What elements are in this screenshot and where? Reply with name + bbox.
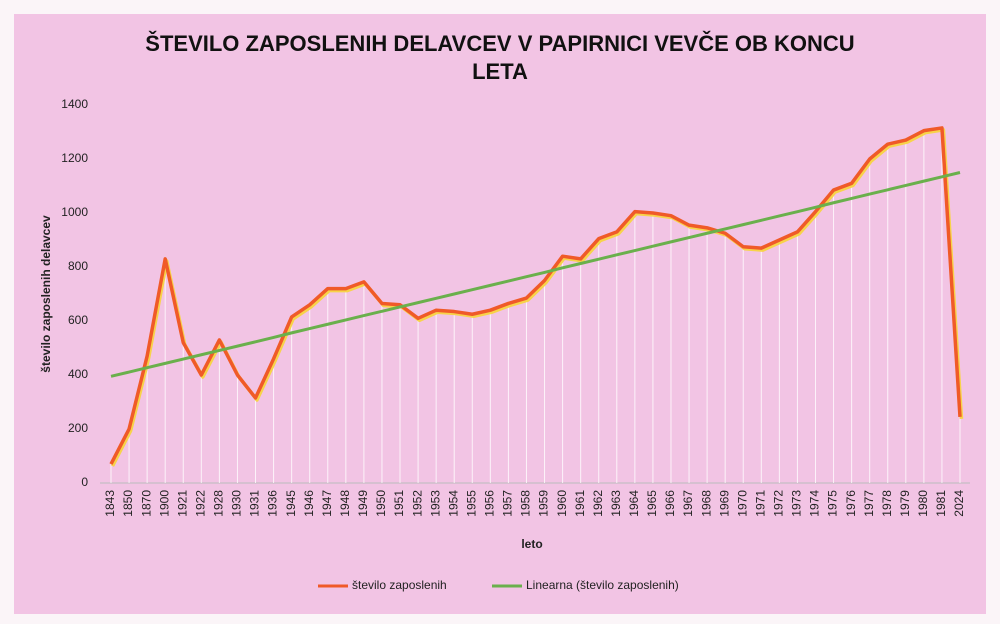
x-tick-label: 1936 bbox=[266, 490, 280, 517]
x-tick-label: 1850 bbox=[121, 490, 135, 517]
chart-area bbox=[14, 14, 986, 614]
y-tick-label: 600 bbox=[68, 313, 88, 327]
x-tick-label: 1960 bbox=[555, 490, 569, 517]
x-tick-label: 1931 bbox=[248, 490, 262, 517]
x-tick-label: 1954 bbox=[446, 490, 460, 517]
x-tick-label: 1843 bbox=[103, 490, 117, 517]
x-tick-label: 1956 bbox=[483, 490, 497, 517]
x-tick-label: 1963 bbox=[609, 490, 623, 517]
y-tick-label: 200 bbox=[68, 421, 88, 435]
x-tick-label: 1957 bbox=[501, 490, 515, 517]
x-tick-label: 1949 bbox=[356, 490, 370, 517]
x-tick-label: 1959 bbox=[537, 490, 551, 517]
x-tick-label: 1964 bbox=[627, 490, 641, 517]
x-tick-label: 1961 bbox=[573, 490, 587, 517]
x-tick-label: 1962 bbox=[591, 490, 605, 517]
legend-label: število zaposlenih bbox=[352, 578, 447, 592]
x-tick-label: 1870 bbox=[139, 490, 153, 517]
x-tick-label: 1953 bbox=[428, 490, 442, 517]
x-tick-label: 1974 bbox=[808, 490, 822, 517]
x-tick-label: 1967 bbox=[681, 490, 695, 517]
x-tick-label: 1951 bbox=[392, 490, 406, 517]
y-tick-label: 800 bbox=[68, 259, 88, 273]
x-tick-label: 1976 bbox=[844, 490, 858, 517]
x-tick-label: 1945 bbox=[284, 490, 298, 517]
x-tick-label: 1921 bbox=[175, 490, 189, 517]
x-tick-label: 1979 bbox=[898, 490, 912, 517]
y-tick-label: 1400 bbox=[61, 97, 88, 111]
x-tick-label: 1958 bbox=[519, 490, 533, 517]
x-tick-label: 2024 bbox=[952, 490, 966, 517]
series-line bbox=[110, 171, 961, 378]
x-tick-label: 1948 bbox=[338, 490, 352, 517]
x-tick-label: 1930 bbox=[230, 490, 244, 517]
x-tick-label: 1965 bbox=[645, 490, 659, 517]
x-tick-label: 1971 bbox=[753, 490, 767, 517]
x-tick-label: 1946 bbox=[302, 490, 316, 517]
x-tick-label: 1970 bbox=[735, 490, 749, 517]
x-tick-label: 1980 bbox=[916, 490, 930, 517]
y-tick-label: 0 bbox=[81, 475, 88, 489]
x-tick-label: 1968 bbox=[699, 490, 713, 517]
chart-title: ŠTEVILO ZAPOSLENIH DELAVCEV V PAPIRNICI … bbox=[145, 31, 855, 84]
legend-label: Linearna (število zaposlenih) bbox=[526, 578, 679, 592]
x-tick-label: 1928 bbox=[212, 490, 226, 517]
y-tick-label: 1200 bbox=[61, 151, 88, 165]
x-tick-label: 1973 bbox=[790, 490, 804, 517]
x-tick-label: 1972 bbox=[772, 490, 786, 517]
x-tick-label: 1977 bbox=[862, 490, 876, 517]
x-axis-label: leto bbox=[521, 537, 542, 551]
x-tick-label: 1950 bbox=[374, 490, 388, 517]
y-tick-label: 1000 bbox=[61, 205, 88, 219]
x-tick-label: 1975 bbox=[826, 490, 840, 517]
x-tick-label: 1969 bbox=[717, 490, 731, 517]
x-tick-label: 1966 bbox=[663, 490, 677, 517]
y-axis-label: število zaposlenih delavcev bbox=[39, 215, 53, 373]
x-tick-label: 1947 bbox=[320, 490, 334, 517]
x-tick-label: 1900 bbox=[157, 490, 171, 517]
x-tick-label: 1922 bbox=[193, 490, 207, 517]
x-tick-label: 1952 bbox=[410, 490, 424, 517]
x-tick-label: 1981 bbox=[934, 490, 948, 517]
y-tick-label: 400 bbox=[68, 367, 88, 381]
x-tick-label: 1978 bbox=[880, 490, 894, 517]
x-tick-label: 1955 bbox=[464, 490, 478, 517]
